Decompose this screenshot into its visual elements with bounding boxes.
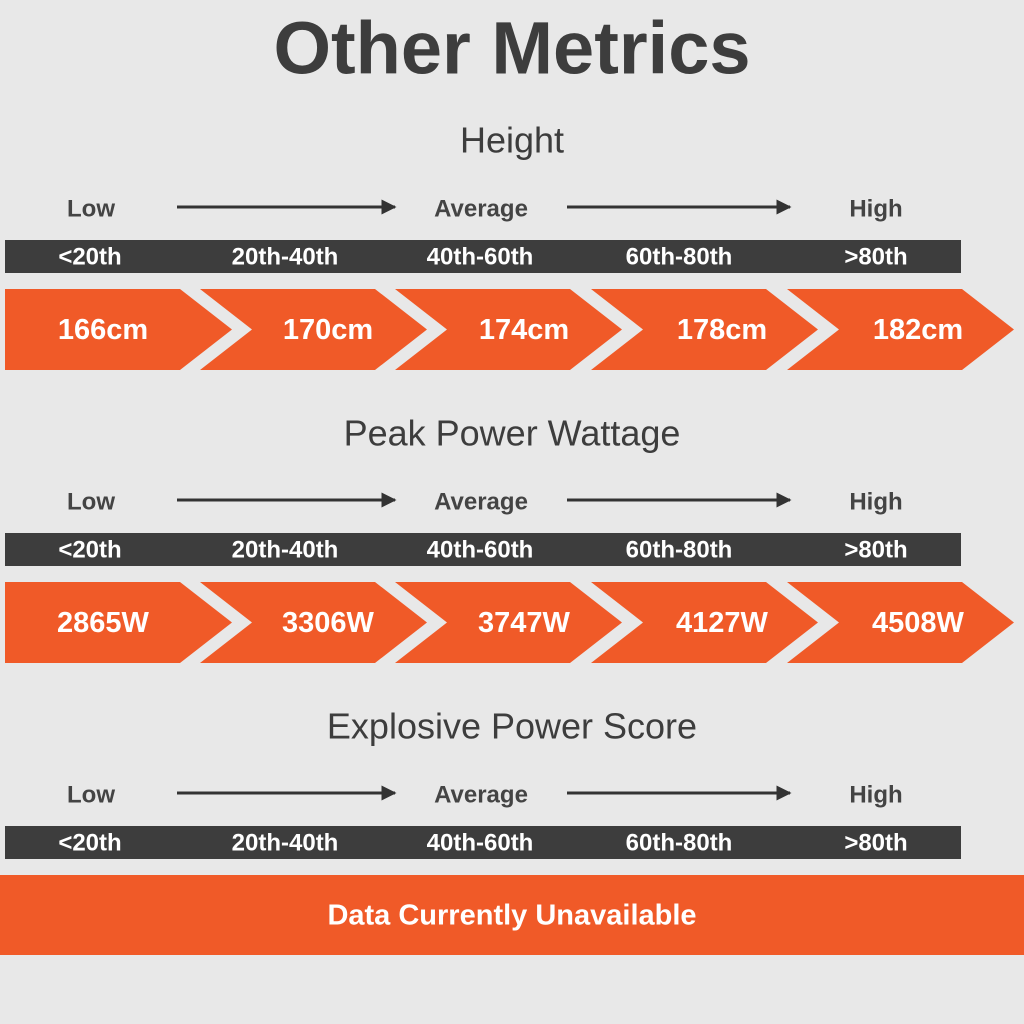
scale-low: Low (67, 195, 115, 222)
value-label: 4127W (676, 607, 769, 639)
percentile-label: >80th (844, 536, 907, 563)
value-label: 178cm (677, 314, 767, 346)
percentile-label: 60th-80th (626, 536, 733, 563)
percentile-label: 40th-60th (427, 829, 534, 856)
percentile-label: 20th-40th (232, 829, 339, 856)
percentile-label: 20th-40th (232, 536, 339, 563)
percentile-label: 40th-60th (427, 536, 534, 563)
page-title: Other Metrics (273, 7, 750, 90)
value-chevron (395, 289, 622, 370)
percentile-label: 40th-60th (427, 243, 534, 270)
unavailable-message: Data Currently Unavailable (327, 900, 696, 932)
percentile-label: <20th (58, 243, 121, 270)
value-label: 4508W (872, 607, 965, 639)
scale-average: Average (434, 488, 528, 515)
value-chevron (5, 289, 232, 370)
value-label: 174cm (479, 314, 569, 346)
value-label: 3306W (282, 607, 375, 639)
scale-low: Low (67, 781, 115, 808)
value-chevron (200, 582, 427, 663)
percentile-label: 60th-80th (626, 243, 733, 270)
percentile-label: >80th (844, 829, 907, 856)
percentile-bar (5, 240, 961, 273)
value-label: 2865W (57, 607, 150, 639)
value-chevron (5, 582, 232, 663)
value-chevron (200, 289, 427, 370)
unavailable-bar (0, 875, 1024, 955)
percentile-label: <20th (58, 829, 121, 856)
value-label: 3747W (478, 607, 571, 639)
value-label: 182cm (873, 314, 963, 346)
scale-high: High (849, 781, 902, 808)
scale-average: Average (434, 195, 528, 222)
section-title: Height (460, 120, 564, 161)
percentile-bar (5, 826, 961, 859)
section-title: Peak Power Wattage (344, 413, 681, 454)
percentile-bar (5, 533, 961, 566)
value-label: 170cm (283, 314, 373, 346)
value-label: 166cm (58, 314, 148, 346)
percentile-label: 20th-40th (232, 243, 339, 270)
value-chevron (787, 582, 1014, 663)
value-chevron (787, 289, 1014, 370)
value-chevron (395, 582, 622, 663)
percentile-label: 60th-80th (626, 829, 733, 856)
value-chevron (591, 289, 818, 370)
value-chevron (591, 582, 818, 663)
section-title: Explosive Power Score (327, 706, 697, 747)
scale-high: High (849, 488, 902, 515)
percentile-label: >80th (844, 243, 907, 270)
scale-average: Average (434, 781, 528, 808)
percentile-label: <20th (58, 536, 121, 563)
scale-high: High (849, 195, 902, 222)
scale-low: Low (67, 488, 115, 515)
